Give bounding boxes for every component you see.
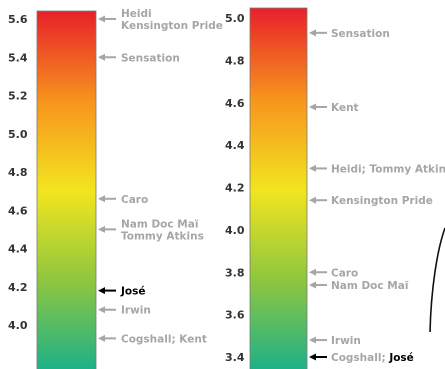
tick-label: 4.4 [8, 243, 28, 256]
annotation-arrow [309, 196, 327, 204]
annotation-arrow [98, 53, 116, 61]
annotation-label: Tommy Atkins [121, 230, 204, 242]
annotation-label: José [120, 286, 146, 298]
tick-label: 4.0 [8, 319, 28, 332]
decorative-curve [429, 227, 445, 333]
gradient-scale-bar [36, 10, 97, 369]
tick-label: 4.0 [225, 224, 245, 237]
annotation-label: Kensington Pride [121, 20, 223, 32]
annotation-arrow [309, 353, 327, 361]
annotation-arrow [309, 281, 327, 289]
tick-label: 5.4 [8, 51, 28, 64]
annotation-label: Nam Doc Maï [331, 280, 409, 292]
tick-label: 4.6 [225, 97, 245, 110]
tick-label: 4.2 [225, 182, 245, 195]
scale-right: 5.0 4.8 4.6 4.4 4.2 4.0 3.8 3.6 3.4 Sensation Kent… [225, 7, 445, 369]
annotation-label: Nam Doc Maï [121, 218, 199, 230]
annotation-label: Sensation [121, 52, 180, 64]
annotation-label: Sensation [331, 28, 390, 40]
annotation-label: Irwin [121, 305, 151, 317]
tick-label: 4.4 [225, 139, 245, 152]
annotation-arrow [309, 268, 327, 276]
annotation-arrow [98, 225, 116, 233]
annotation-arrow [309, 336, 327, 344]
annotation-arrow [309, 29, 327, 37]
tick-label: 4.6 [8, 204, 28, 217]
scale-left: 5.6 5.4 5.2 5.0 4.8 4.6 4.4 4.2 4.0 HeidiKensingt… [8, 8, 223, 369]
annotation-arrow [309, 103, 327, 111]
annotation-arrow [98, 334, 116, 342]
tick-label: 5.2 [8, 90, 28, 103]
annotation-arrow [98, 195, 116, 203]
tick-label: 3.8 [225, 266, 245, 279]
annotation-label: Kent [331, 102, 359, 114]
tick-label: 4.8 [225, 54, 245, 67]
annotation-label: Cogshall; José [331, 352, 414, 364]
annotation-label: Kensington Pride [331, 195, 433, 207]
annotation-label: Caro [121, 194, 148, 206]
annotation-label: Heidi [121, 8, 152, 20]
annotation-arrow [98, 15, 116, 23]
gradient-scale-bar [249, 7, 308, 369]
annotation-arrow [98, 287, 116, 295]
tick-label: 3.6 [225, 309, 245, 322]
annotation-label: Caro [331, 267, 358, 279]
tick-label: 4.8 [8, 166, 28, 179]
tick-label: 5.0 [8, 128, 28, 141]
annotation-arrow [309, 164, 327, 172]
annotation-label: Cogshall; Kent [121, 333, 207, 345]
tick-label: 4.2 [8, 281, 28, 294]
annotation-label: Heidi; Tommy Atkins [331, 163, 445, 175]
annotation-arrow [98, 306, 116, 314]
tick-label: 5.6 [8, 13, 28, 26]
tick-label: 5.0 [225, 12, 245, 25]
annotation-label: Irwin [331, 335, 361, 347]
tick-label: 3.4 [225, 351, 245, 364]
